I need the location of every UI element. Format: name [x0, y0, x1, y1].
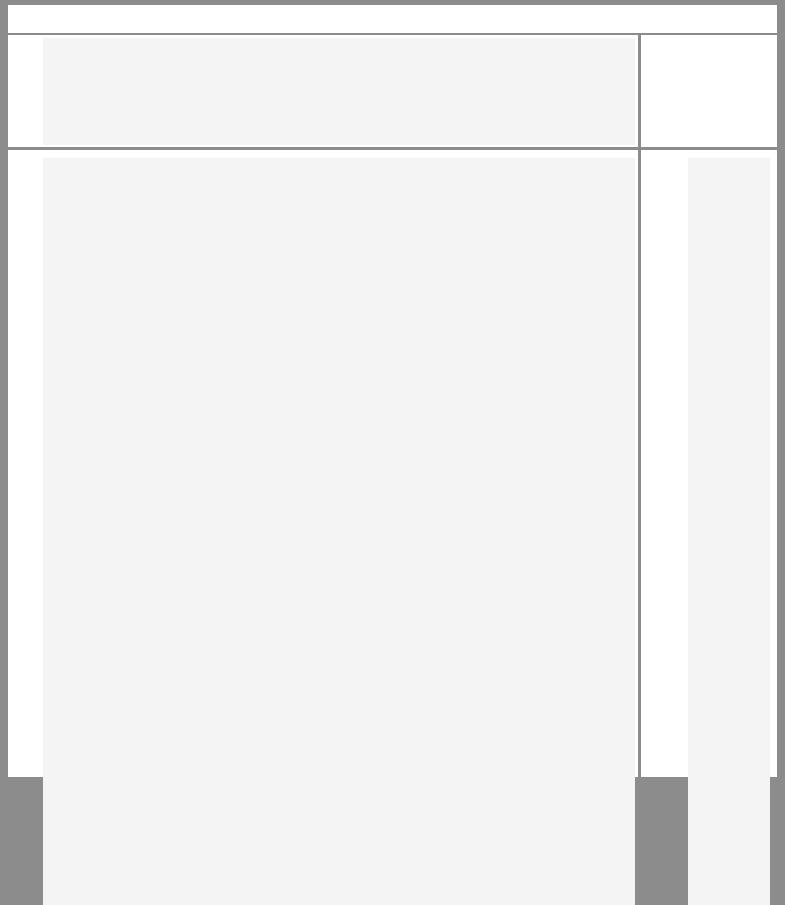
- altitude-vs-east-west-panel[interactable]: [8, 35, 638, 147]
- sources-count-panel: [641, 35, 777, 147]
- plan-view-map-panel[interactable]: [8, 150, 638, 905]
- north-south-vs-altitude-panel[interactable]: [641, 150, 777, 905]
- lma-visualization-window: [8, 5, 777, 905]
- county-and-state-boundaries-map: [43, 158, 635, 905]
- north-south-vs-altitude-plot[interactable]: [688, 158, 770, 905]
- altitude-vs-east-west-plot[interactable]: [43, 38, 635, 145]
- plan-view-map-plot[interactable]: [43, 158, 635, 905]
- title-bar: [8, 5, 777, 33]
